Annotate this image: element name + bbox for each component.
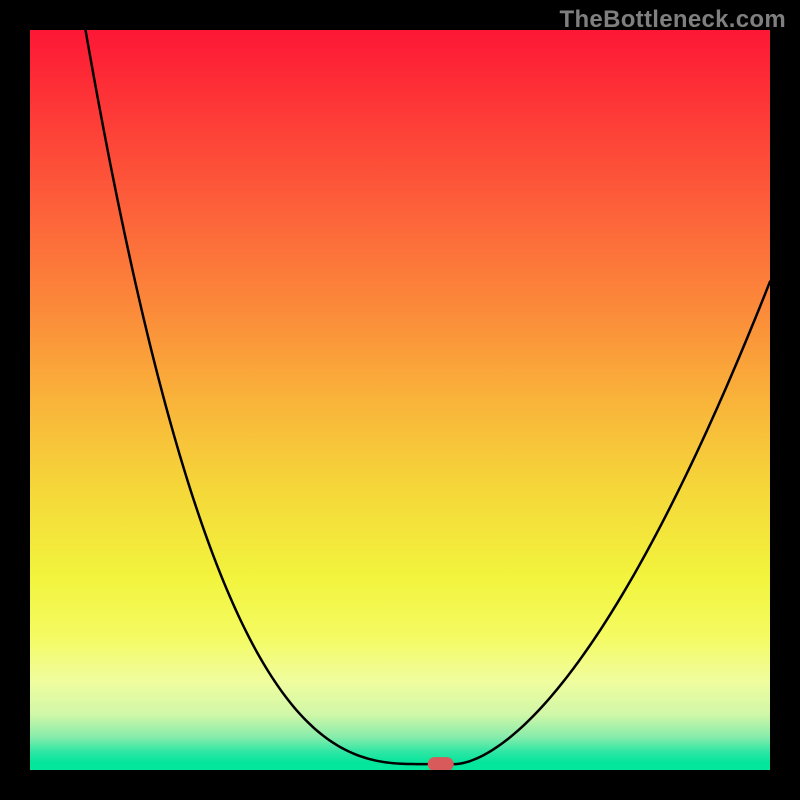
optimum-marker: [428, 757, 454, 771]
watermark-text: TheBottleneck.com: [560, 6, 786, 34]
gradient-background: [30, 30, 770, 770]
bottleneck-chart: [0, 0, 800, 800]
